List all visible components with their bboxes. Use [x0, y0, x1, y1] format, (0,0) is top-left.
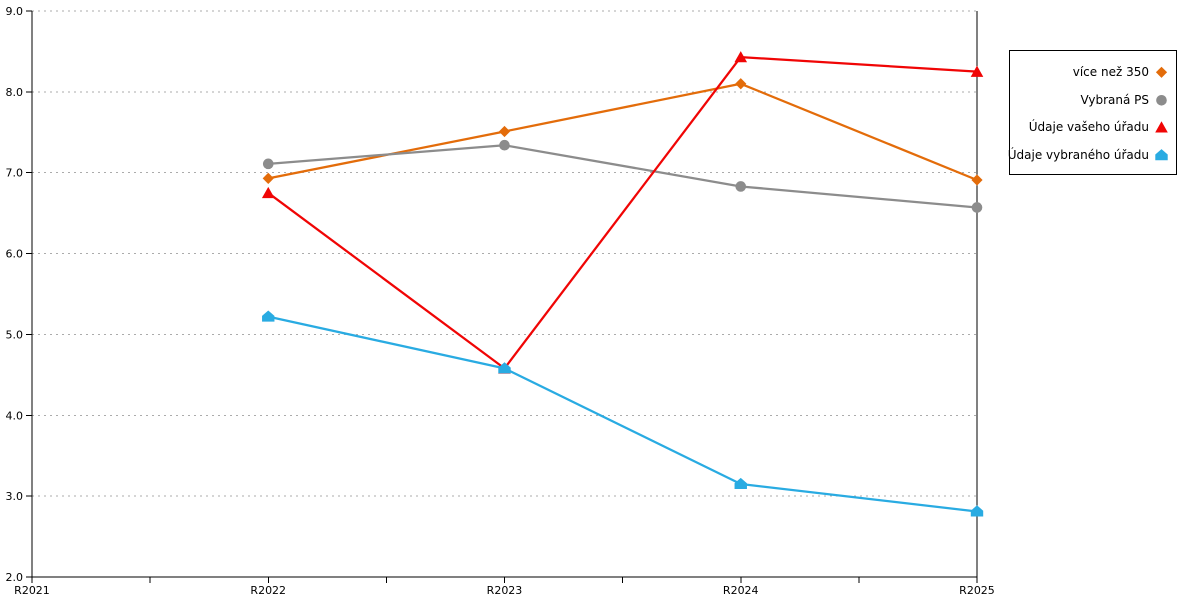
legend: více než 350 Vybraná PS Údaje vašeho úřadu… — [1008, 50, 1177, 175]
y-tick-label: 3.0 — [6, 490, 24, 503]
marker-pentagon — [498, 362, 511, 374]
legend-item: Údaje vašeho úřadu — [1014, 114, 1169, 142]
marker-pentagon — [262, 310, 275, 322]
triangle-icon — [1155, 121, 1168, 133]
x-tick-label: R2022 — [250, 584, 286, 597]
marker-circle — [262, 158, 274, 170]
legend-label: více než 350 — [1072, 64, 1149, 79]
marker-diamond — [262, 172, 274, 184]
series-pentagon — [262, 310, 984, 517]
legend-label: Vybraná PS — [1080, 92, 1149, 107]
marker-pentagon — [734, 477, 747, 490]
legend-item: více než 350 — [1014, 58, 1169, 86]
y-tick-label: 7.0 — [6, 167, 24, 180]
pentagon-icon — [1155, 149, 1168, 161]
x-tick-label: R2023 — [487, 584, 523, 597]
series-triangle — [261, 51, 984, 374]
marker-triangle — [734, 51, 748, 63]
y-tick-label: 4.0 — [6, 409, 24, 422]
marker-circle — [499, 139, 510, 151]
circle-glyph — [1156, 94, 1167, 106]
circle-icon — [1156, 94, 1167, 106]
series-line — [267, 55, 979, 370]
legend-label: Údaje vybraného úřadu — [1007, 148, 1149, 163]
marker-diamond — [498, 125, 511, 138]
marker-triangle — [261, 186, 275, 199]
marker-triangle — [970, 65, 984, 77]
triangle-glyph — [1155, 121, 1168, 133]
x-tick-label: R2024 — [723, 584, 759, 597]
diamond-icon — [1155, 66, 1168, 78]
marker-diamond — [735, 78, 747, 90]
marker-circle — [971, 202, 983, 213]
x-tick-label: R2021 — [14, 584, 50, 597]
series-line — [267, 144, 979, 209]
x-tick-label: R2025 — [959, 584, 995, 597]
legend-label: Údaje vašeho úřadu — [1028, 120, 1149, 135]
y-tick-label: 8.0 — [6, 86, 24, 99]
y-tick-label: 6.0 — [6, 248, 24, 261]
y-tick-label: 5.0 — [6, 328, 24, 341]
marker-pentagon — [970, 505, 984, 517]
series-circle — [262, 139, 983, 213]
y-tick-label: 9.0 — [6, 5, 24, 18]
legend-item: Údaje vybraného úřadu — [1008, 141, 1169, 169]
series-diamond — [262, 78, 983, 186]
pentagon-glyph — [1155, 149, 1168, 161]
marker-diamond — [971, 174, 983, 186]
series-line — [267, 315, 979, 513]
marker-circle — [735, 181, 747, 192]
y-tick-label: 2.0 — [6, 571, 24, 584]
legend-item: Vybraná PS — [1014, 86, 1169, 114]
diamond-glyph — [1155, 66, 1168, 78]
